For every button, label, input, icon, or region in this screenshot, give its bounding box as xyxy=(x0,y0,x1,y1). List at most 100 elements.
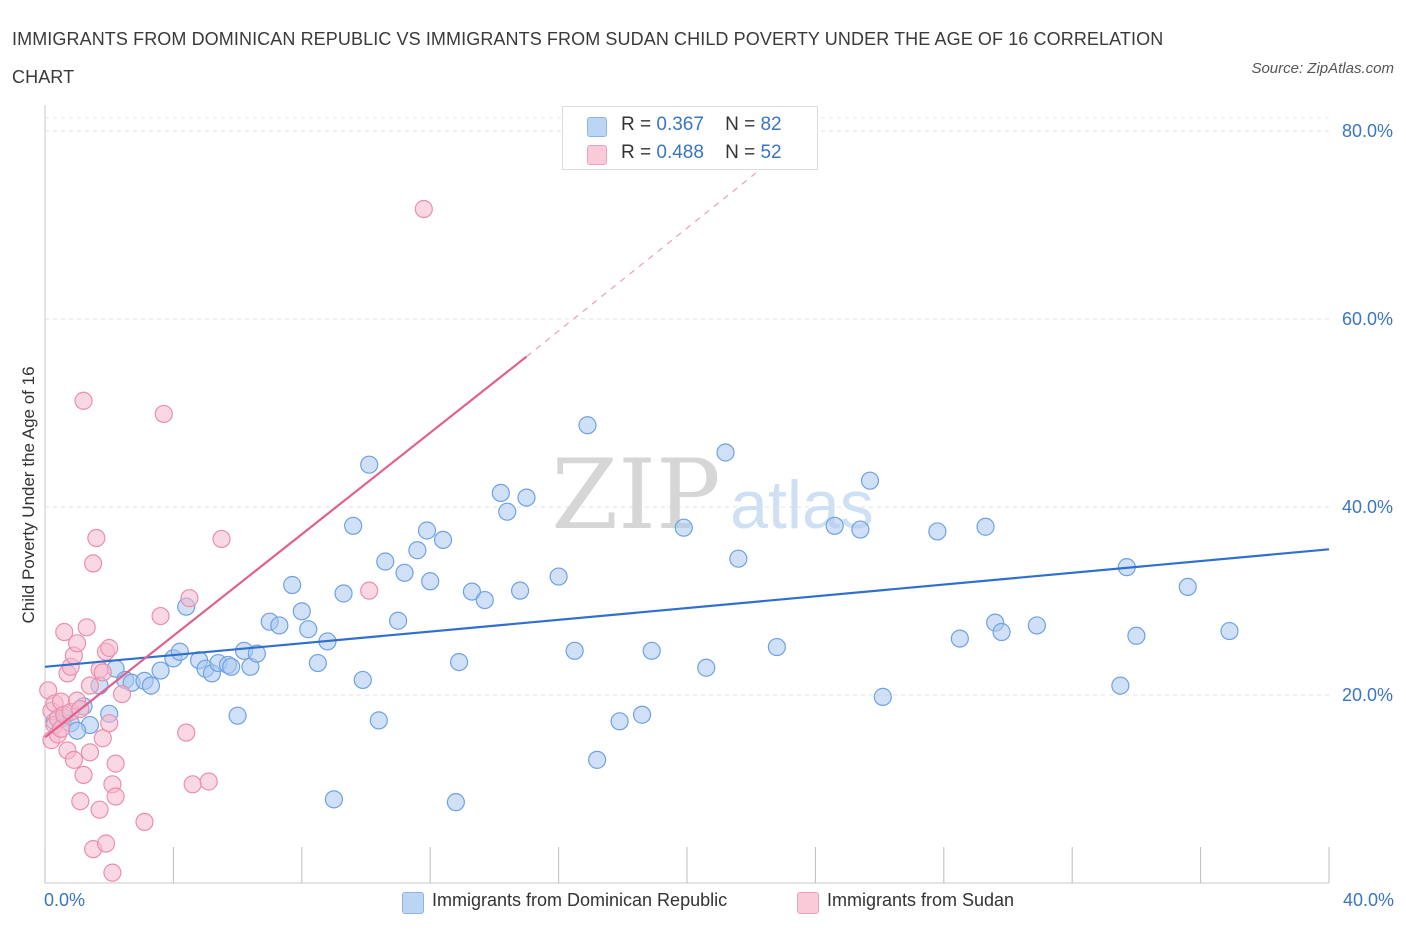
point-sudan xyxy=(106,754,125,773)
trend-lines xyxy=(44,163,1330,739)
legend-label-sudan: Immigrants from Sudan xyxy=(827,890,1015,910)
legend-label-dominican: Immigrants from Dominican Republic xyxy=(432,890,728,910)
point-dominican xyxy=(395,563,414,582)
r-label: R = xyxy=(621,142,652,163)
point-dominican xyxy=(565,641,584,660)
watermark-zip: ZIP xyxy=(551,439,720,551)
point-sudan xyxy=(183,775,202,794)
correlation-legend: R = 0.367 N = 82 R = 0.488 N = 52 xyxy=(562,106,818,170)
y-tick-label: 20.0% xyxy=(1342,685,1393,705)
legend-swatch-sudan xyxy=(797,892,819,914)
point-dominican xyxy=(299,620,318,639)
point-dominican xyxy=(767,637,786,657)
point-sudan xyxy=(64,750,83,769)
legend-swatch-dominican xyxy=(402,892,424,914)
point-sudan xyxy=(74,391,93,410)
point-dominican xyxy=(610,712,629,731)
point-dominican xyxy=(353,670,372,690)
point-sudan xyxy=(360,581,379,600)
watermark-atlas: atlas xyxy=(730,467,874,543)
point-dominican xyxy=(433,530,453,550)
legend-swatch-dominican xyxy=(587,117,607,137)
legend-swatch-sudan xyxy=(587,145,607,165)
point-sudan xyxy=(135,812,154,832)
n-label: N = xyxy=(725,142,756,163)
point-dominican xyxy=(729,549,748,568)
point-dominican xyxy=(498,502,517,521)
point-sudan xyxy=(212,529,231,549)
point-dominican xyxy=(578,416,597,435)
point-dominican xyxy=(475,590,494,610)
chart-title: IMMIGRANTS FROM DOMINICAN REPUBLIC VS IM… xyxy=(12,29,1164,87)
y-tick-label: 40.0% xyxy=(1342,497,1393,517)
point-dominican xyxy=(376,552,395,571)
r-value: 0.488 xyxy=(656,142,704,163)
point-dominican xyxy=(491,483,510,502)
point-dominican xyxy=(141,676,161,695)
point-dominican xyxy=(228,706,247,725)
point-dominican xyxy=(642,641,661,660)
trend-extension-sudan xyxy=(526,163,768,358)
r-value: 0.367 xyxy=(656,114,704,135)
point-dominican xyxy=(170,642,189,661)
point-sudan xyxy=(77,618,96,637)
point-dominican xyxy=(408,541,427,560)
point-dominican xyxy=(588,750,607,769)
point-sudan xyxy=(112,684,132,704)
y-tick-label: 80.0% xyxy=(1342,121,1393,141)
point-dominican xyxy=(1111,676,1130,695)
y-axis-label-box: Child Poverty Under the Age of 16 xyxy=(8,330,50,660)
y-tick-label: 60.0% xyxy=(1342,309,1393,329)
x-tick-label-max: 40.0% xyxy=(1342,890,1394,910)
point-dominican xyxy=(151,661,170,680)
r-label: R = xyxy=(621,114,652,135)
n-value: 52 xyxy=(760,142,782,163)
point-dominican xyxy=(697,658,716,677)
point-sudan xyxy=(100,638,119,658)
point-sudan xyxy=(74,765,93,785)
point-dominican xyxy=(334,584,353,603)
point-dominican xyxy=(928,522,947,541)
point-sudan xyxy=(55,622,74,642)
point-dominican xyxy=(360,455,379,474)
point-dominican xyxy=(1027,616,1046,635)
point-sudan xyxy=(106,787,125,806)
point-sudan xyxy=(199,772,218,791)
point-dominican xyxy=(462,582,482,601)
point-dominican xyxy=(1127,626,1146,645)
point-sudan xyxy=(177,723,196,742)
n-value: 82 xyxy=(760,114,782,135)
series-legend: Immigrants from Dominican Republic Immig… xyxy=(0,888,1406,916)
point-sudan xyxy=(80,743,100,762)
point-sudan xyxy=(87,528,106,548)
point-sudan xyxy=(100,714,119,733)
point-dominican xyxy=(308,653,327,673)
data-points xyxy=(39,199,1239,882)
point-dominican xyxy=(369,711,388,730)
point-sudan xyxy=(71,792,90,811)
point-dominican xyxy=(389,611,408,630)
point-dominican xyxy=(632,705,652,724)
y-tick-labels: 20.0% 40.0% 60.0% 80.0% xyxy=(1342,121,1393,705)
point-dominican xyxy=(344,516,363,535)
point-dominican xyxy=(1178,577,1197,597)
point-dominican xyxy=(222,657,241,676)
point-dominican xyxy=(449,652,469,672)
point-dominican xyxy=(421,572,440,591)
point-dominican xyxy=(517,488,536,507)
point-sudan xyxy=(414,199,433,219)
point-dominican xyxy=(510,581,530,600)
point-dominican xyxy=(716,443,735,462)
point-dominican xyxy=(1220,621,1239,641)
point-sudan xyxy=(80,676,100,695)
point-dominican xyxy=(825,516,844,535)
point-dominican xyxy=(860,471,880,490)
axes xyxy=(44,105,1330,884)
point-dominican xyxy=(270,616,289,635)
point-dominican xyxy=(674,518,693,537)
x-tick-label-min: 0.0% xyxy=(44,890,86,910)
point-sudan xyxy=(93,663,112,682)
point-sudan xyxy=(180,589,199,608)
y-axis-label: Child Poverty Under the Age of 16 xyxy=(19,366,38,624)
